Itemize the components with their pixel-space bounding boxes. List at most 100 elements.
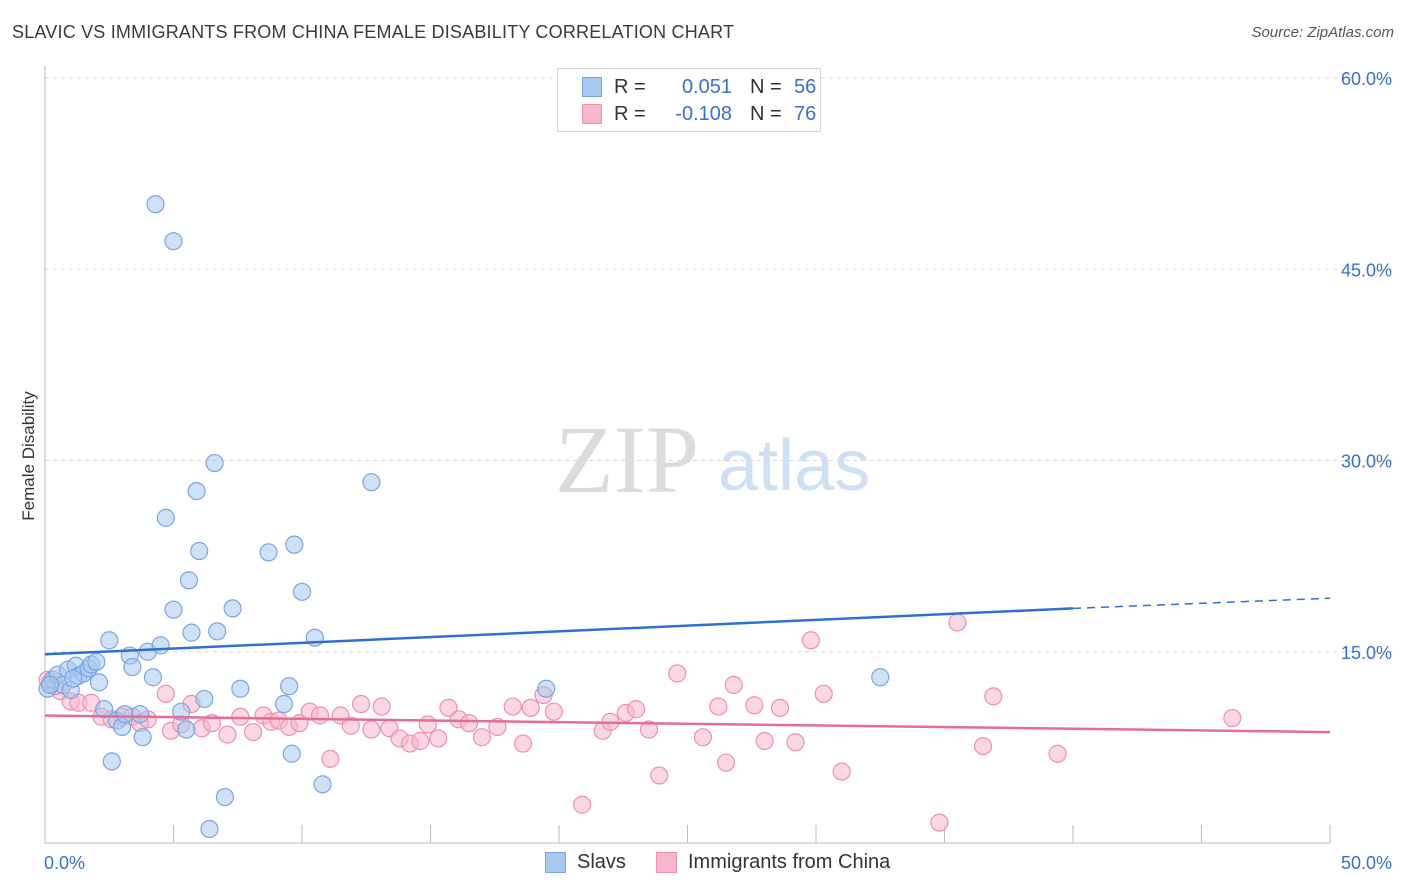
slavs-point	[133, 728, 152, 747]
slavs-trend-line	[44, 607, 1074, 656]
slavs-point	[871, 668, 890, 687]
china-point	[573, 795, 592, 814]
china-point	[411, 731, 430, 751]
slavs-point	[164, 600, 183, 619]
slavs-point	[200, 819, 219, 839]
china-point	[832, 762, 851, 781]
china-point	[372, 697, 391, 716]
slavs-legend-label: Slavs	[577, 851, 626, 873]
china-point	[650, 766, 669, 785]
watermark-zip: ZIP	[555, 406, 699, 513]
x-tick-label-max: 50.0%	[1341, 853, 1392, 873]
china-point	[503, 697, 522, 716]
watermark-atlas: atlas	[718, 426, 870, 506]
slavs-point	[223, 599, 242, 618]
china-point	[418, 715, 438, 734]
slavs-point	[177, 720, 196, 739]
slavs-legend-swatch	[545, 852, 566, 873]
china-point	[439, 698, 458, 717]
slavs-point	[179, 571, 199, 590]
slavs-point	[164, 232, 183, 251]
legend-item-china: Immigrants from China	[656, 851, 890, 874]
china-point	[716, 753, 736, 772]
y-axis-title: Female Disability	[19, 391, 38, 521]
china-point	[513, 734, 533, 753]
china-n-value: 76	[794, 102, 817, 125]
slavs-n-value: 56	[794, 75, 817, 98]
slavs-point	[64, 669, 83, 688]
r-label: R =	[614, 102, 646, 125]
axis-labels: 15.0% 30.0% 45.0% 60.0% 0.0% 50.0% Female Disa…	[19, 69, 1392, 873]
china-point	[310, 706, 330, 725]
china-point	[693, 728, 713, 747]
china-swatch	[582, 104, 602, 124]
y-tick-label: 45.0%	[1341, 260, 1392, 280]
china-point	[472, 728, 491, 747]
china-point	[724, 675, 743, 695]
slavs-point	[87, 652, 106, 672]
slavs-point	[187, 482, 206, 501]
series-legend: Slavs Immigrants from China	[0, 851, 1406, 877]
axes	[44, 66, 1331, 844]
china-point	[973, 736, 993, 756]
slavs-point	[274, 694, 294, 714]
china-r-value: -0.108	[675, 102, 732, 125]
slavs-point	[195, 689, 214, 709]
n-label: N =	[750, 102, 782, 125]
watermark: ZIP atlas	[555, 406, 870, 513]
china-point	[521, 698, 540, 717]
legend-row-slavs: R = 0.051 N = 56	[582, 74, 816, 100]
china-point	[786, 733, 805, 752]
r-label: R =	[614, 75, 646, 98]
legend-row-china: R = -0.108 N = 76	[582, 101, 816, 127]
china-point	[745, 696, 764, 715]
china-point	[362, 720, 381, 739]
x-tick-label-min: 0.0%	[44, 853, 85, 873]
slavs-point	[282, 744, 301, 763]
china-point	[429, 729, 448, 748]
slavs-point	[172, 702, 191, 721]
slavs-r-value: 0.051	[681, 75, 732, 98]
slavs-point	[95, 700, 114, 719]
china-point	[668, 664, 687, 683]
slavs-point	[259, 543, 278, 562]
slavs-point	[146, 195, 165, 214]
china-point	[814, 684, 833, 703]
slavs-point	[156, 508, 175, 527]
slavs-trend-extension	[1072, 597, 1331, 610]
slavs-point	[285, 535, 304, 554]
china-point	[1048, 744, 1067, 763]
slavs-point	[123, 657, 142, 677]
y-tick-label: 30.0%	[1341, 452, 1392, 472]
china-trend-line	[44, 714, 1331, 734]
slavs-point	[100, 631, 119, 650]
y-tick-label: 15.0%	[1341, 643, 1392, 663]
china-point	[544, 702, 563, 721]
slavs-point	[280, 677, 299, 696]
china-point	[321, 749, 340, 768]
china-point	[352, 694, 371, 714]
china-point	[639, 720, 659, 739]
correlation-legend: R = 0.051 N = 56 R = -0.108 N = 76	[557, 68, 821, 132]
china-point	[770, 698, 790, 717]
slavs-point	[362, 473, 381, 492]
slavs-point	[102, 752, 121, 771]
china-point	[709, 697, 728, 716]
trend-lines	[44, 597, 1331, 734]
china-point	[218, 725, 237, 744]
slavs-point	[182, 623, 201, 642]
china-legend-swatch	[656, 852, 677, 873]
slavs-point	[205, 453, 224, 473]
slavs-point	[215, 787, 234, 807]
y-tick-label: 60.0%	[1341, 69, 1392, 89]
china-legend-label: Immigrants from China	[688, 851, 891, 873]
data-points	[38, 195, 1242, 839]
legend-item-slavs: Slavs	[545, 851, 626, 874]
china-point	[156, 684, 175, 703]
china-point	[930, 813, 949, 832]
slavs-point	[89, 673, 109, 692]
china-point	[244, 722, 263, 742]
china-point	[341, 716, 360, 735]
china-point	[488, 717, 507, 737]
